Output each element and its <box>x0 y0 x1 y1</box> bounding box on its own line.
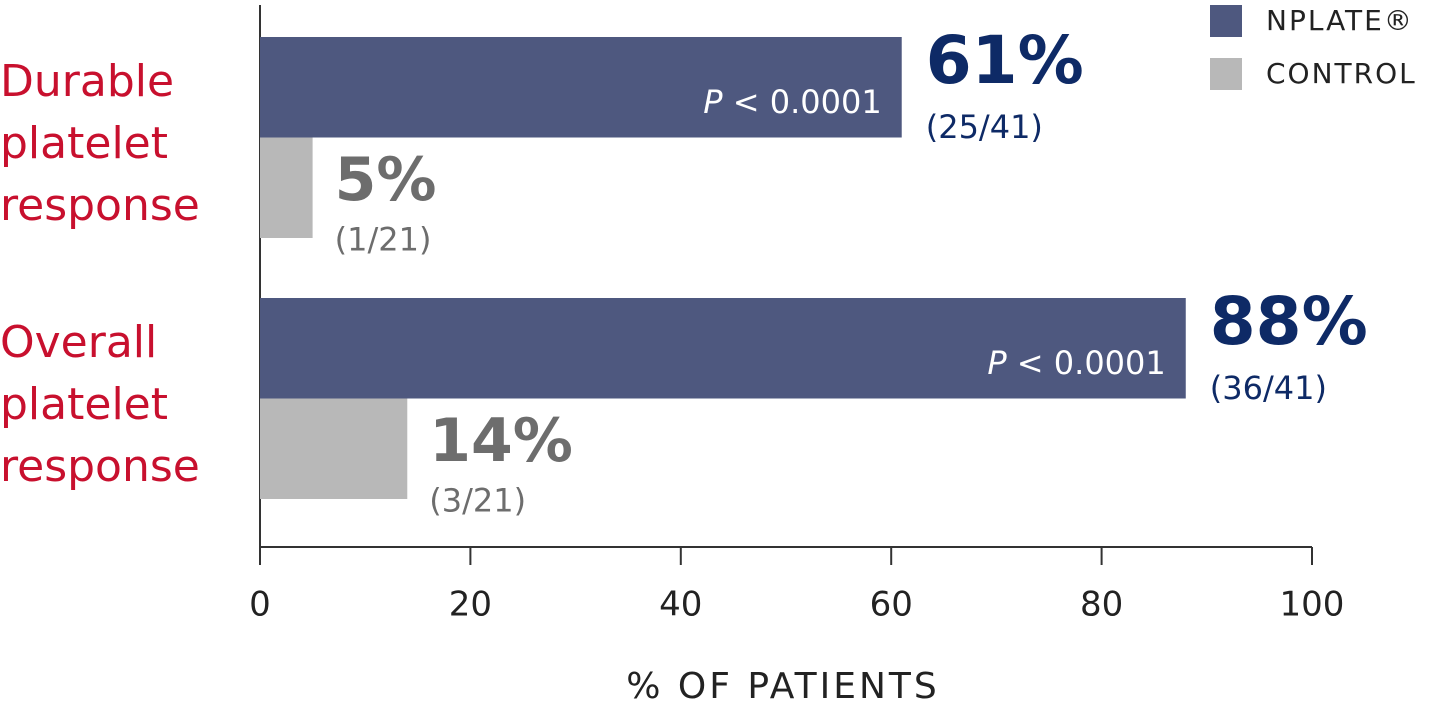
x-tick-label: 40 <box>659 585 702 625</box>
x-tick-label: 60 <box>870 585 913 625</box>
legend-swatch <box>1210 58 1242 90</box>
value-label: 14% <box>429 406 573 476</box>
bar <box>260 137 313 238</box>
x-tick-label: 80 <box>1080 585 1123 625</box>
bar <box>260 398 408 499</box>
legend-swatch <box>1210 5 1242 37</box>
value-label: 61% <box>926 22 1084 99</box>
legend-label: NPLATE® <box>1266 4 1414 37</box>
value-label: 88% <box>1210 283 1368 360</box>
x-tick-label: 100 <box>1280 585 1345 625</box>
legend-label: CONTROL <box>1266 57 1417 90</box>
fraction-label: (3/21) <box>429 482 526 520</box>
bar <box>260 298 1186 399</box>
x-tick-label: 20 <box>449 585 492 625</box>
bar <box>260 37 902 138</box>
x-axis-title: % OF PATIENTS <box>626 666 940 703</box>
fraction-label: (1/21) <box>335 221 432 259</box>
x-tick-label: 0 <box>249 585 271 625</box>
value-label: 5% <box>335 145 437 215</box>
p-value: P < 0.0001 <box>703 83 881 121</box>
category-label: Overall platelet response <box>0 317 200 492</box>
p-value: P < 0.0001 <box>987 344 1165 382</box>
fraction-label: (36/41) <box>1210 369 1327 407</box>
fraction-label: (25/41) <box>926 108 1043 146</box>
category-label: Durable platelet response <box>0 56 200 231</box>
